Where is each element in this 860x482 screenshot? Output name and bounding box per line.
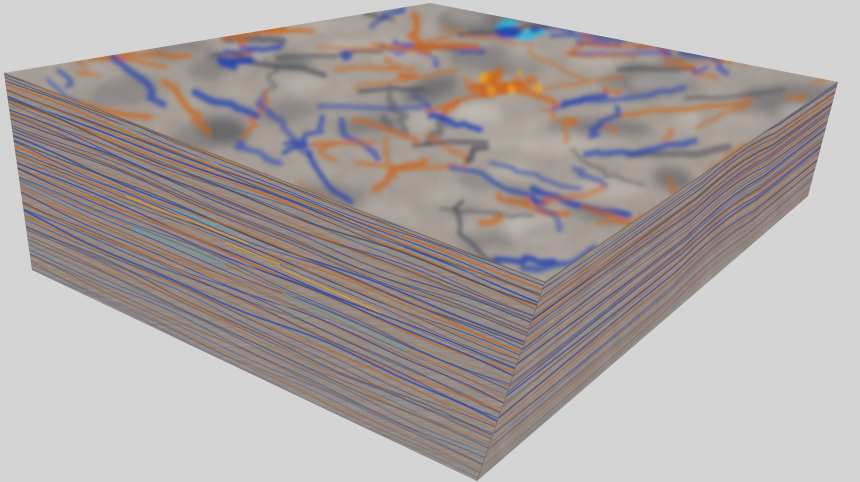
- cube-edges: [3, 72, 839, 482]
